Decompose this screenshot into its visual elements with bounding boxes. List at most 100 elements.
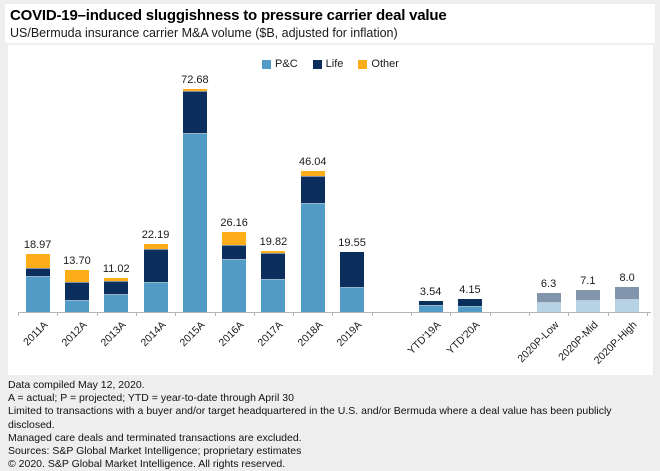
bar-segment-p-c-projected- [536, 301, 561, 312]
bar-segment-life-projected- [575, 290, 600, 300]
x-axis-label-2019A: 2019A [334, 319, 365, 349]
footnote-line: © 2020. S&P Global Market Intelligence. … [8, 458, 286, 471]
bar-value-label: 8.0 [619, 272, 635, 285]
bar-segment-other [261, 251, 286, 253]
bar-segment-p-c-projected- [575, 300, 600, 312]
bar-segment-life [457, 299, 482, 306]
bar-segment-p-c [25, 276, 50, 312]
axis-tick [568, 313, 570, 316]
bar-segment-p-c [457, 305, 482, 312]
bar-segment-other [25, 253, 50, 268]
legend-swatch-other [358, 59, 368, 69]
x-axis-label-2011A: 2011A [20, 319, 51, 349]
x-axis-label-2017A: 2017A [255, 319, 286, 349]
axis-tick [489, 313, 491, 316]
bar-segment-p-c [143, 281, 168, 312]
chart-header: COVID-19–induced sluggishness to pressur… [5, 4, 655, 43]
bar-segment-p-c [182, 133, 207, 312]
x-axis-label-2018A: 2018A [295, 319, 326, 349]
axis-tick [96, 313, 98, 316]
bar-segment-life [261, 252, 286, 280]
footnote-line: Limited to transactions with a buyer and… [8, 405, 612, 431]
bar-segment-life [300, 175, 325, 203]
legend-label-other: Other [371, 58, 399, 70]
axis-tick [253, 313, 255, 316]
bar-value-label: 19.82 [259, 236, 288, 249]
bar-2020P-High [615, 287, 640, 312]
bar-segment-other [104, 278, 129, 282]
bar-value-label: 46.04 [298, 155, 327, 168]
axis-tick [371, 313, 373, 316]
legend-swatch-life [312, 59, 322, 69]
bar-segment-life [418, 301, 443, 306]
bar-value-label: 3.54 [419, 286, 442, 299]
bar-2018A [300, 170, 325, 312]
x-axis-line [18, 312, 651, 313]
bar-2017A [261, 251, 286, 312]
bar-value-label: 72.68 [181, 73, 209, 86]
x-axis-label-2020P-Low: 2020P-Low [514, 319, 562, 366]
bar-segment-life [143, 248, 168, 282]
bar-2013A [104, 278, 129, 312]
legend-item-pc: P&C [262, 58, 298, 70]
bar-2019A [340, 251, 365, 312]
axis-tick [646, 313, 648, 316]
bar-2012A [64, 269, 89, 312]
bar-segment-p-c [64, 299, 89, 312]
bar-value-label: 13.70 [63, 254, 91, 267]
bar-segment-other [182, 88, 207, 92]
bar-value-label: 26.16 [220, 216, 248, 229]
bar-segment-other [300, 170, 325, 176]
chart-area: P&C Life Other 18.97 2011A 13.70 2012A 11.02… [8, 45, 653, 375]
bar-segment-other [64, 269, 89, 283]
bar-segment-life [25, 267, 50, 277]
bar-segment-p-c [222, 259, 247, 312]
axis-tick [293, 313, 295, 316]
x-axis-label-2014A: 2014A [138, 319, 169, 349]
bar-2020P-Low [536, 292, 561, 312]
bar-segment-life [222, 244, 247, 260]
axis-tick [607, 313, 609, 316]
axis-tick [411, 313, 412, 316]
axis-tick [528, 313, 530, 316]
x-axis-label-YTD'20A: YTD'20A [444, 319, 483, 357]
bar-2020P-Mid [575, 290, 600, 312]
legend-swatch-pc [262, 59, 272, 69]
x-axis-label-2013A: 2013A [98, 319, 129, 349]
axis-tick [214, 313, 216, 316]
x-axis-label-2016A: 2016A [216, 319, 247, 349]
legend-label-pc: P&C [275, 58, 298, 70]
axis-tick [450, 313, 452, 316]
footnote-line: Sources: S&P Global Market Intelligence;… [8, 445, 302, 458]
bar-2011A [25, 253, 50, 312]
axis-tick [175, 313, 177, 316]
legend-item-other: Other [358, 58, 399, 70]
bar-segment-life [182, 91, 207, 134]
footnote-line: A = actual; P = projected; YTD = year-to… [8, 392, 294, 405]
axis-tick [332, 313, 334, 316]
bar-segment-p-c [261, 279, 286, 312]
bar-YTD'20A [457, 299, 482, 312]
x-axis-label-2012A: 2012A [59, 319, 90, 349]
page-title: COVID-19–induced sluggishness to pressur… [10, 7, 447, 24]
bar-segment-p-c [104, 293, 129, 312]
bar-2016A [222, 231, 247, 312]
bar-value-label: 19.55 [338, 236, 366, 249]
footnote-line: Data compiled May 12, 2020. [8, 379, 145, 391]
bar-segment-p-c-projected- [615, 299, 640, 312]
bar-2015A [182, 88, 207, 312]
chart-legend: P&C Life Other [8, 58, 653, 70]
bar-value-label: 22.19 [141, 228, 170, 241]
x-axis-label-YTD'19A: YTD'19A [405, 319, 444, 357]
axis-tick [57, 313, 59, 316]
bar-segment-life-projected- [615, 287, 640, 300]
bar-segment-life-projected- [536, 292, 561, 302]
bar-segment-p-c [340, 286, 365, 312]
bar-value-label: 18.97 [23, 238, 52, 251]
x-axis-label-2015A: 2015A [177, 319, 208, 349]
bar-segment-life [104, 281, 129, 294]
axis-tick [135, 313, 137, 316]
axis-tick [18, 313, 19, 316]
bar-YTD'19A [418, 301, 443, 312]
legend-item-life: Life [312, 58, 343, 70]
